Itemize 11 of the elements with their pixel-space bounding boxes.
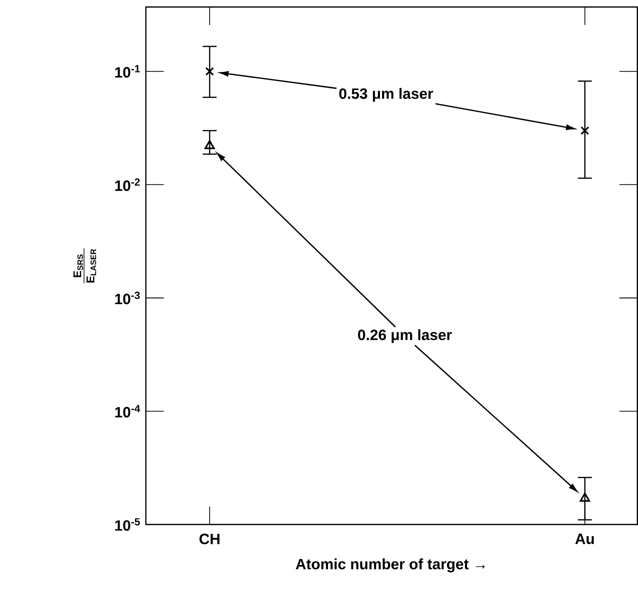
annotation: 0.53 μm laser <box>339 88 434 102</box>
y-tick-label: 10$^{-5}$ <box>115 518 140 531</box>
y-tick-label: 10$^{-2}$ <box>115 178 140 191</box>
x-axis-title: Atomic number of target → <box>296 558 485 572</box>
y-tick-label: 10$^{-1}$ <box>115 64 140 78</box>
x-tick-label: CH <box>199 533 220 544</box>
y-axis-title: $\frac{\text{E}_{\text{SRS}}}{\text{E}_{\text{LASER}}}$ <box>73 248 96 283</box>
annotation: 0.26 μm laser <box>358 328 452 343</box>
x-tick-label: Au <box>575 533 594 544</box>
y-tick-label: 10$^{-4}$ <box>115 404 140 418</box>
y-tick-label: 10$^{-3}$ <box>115 291 140 304</box>
